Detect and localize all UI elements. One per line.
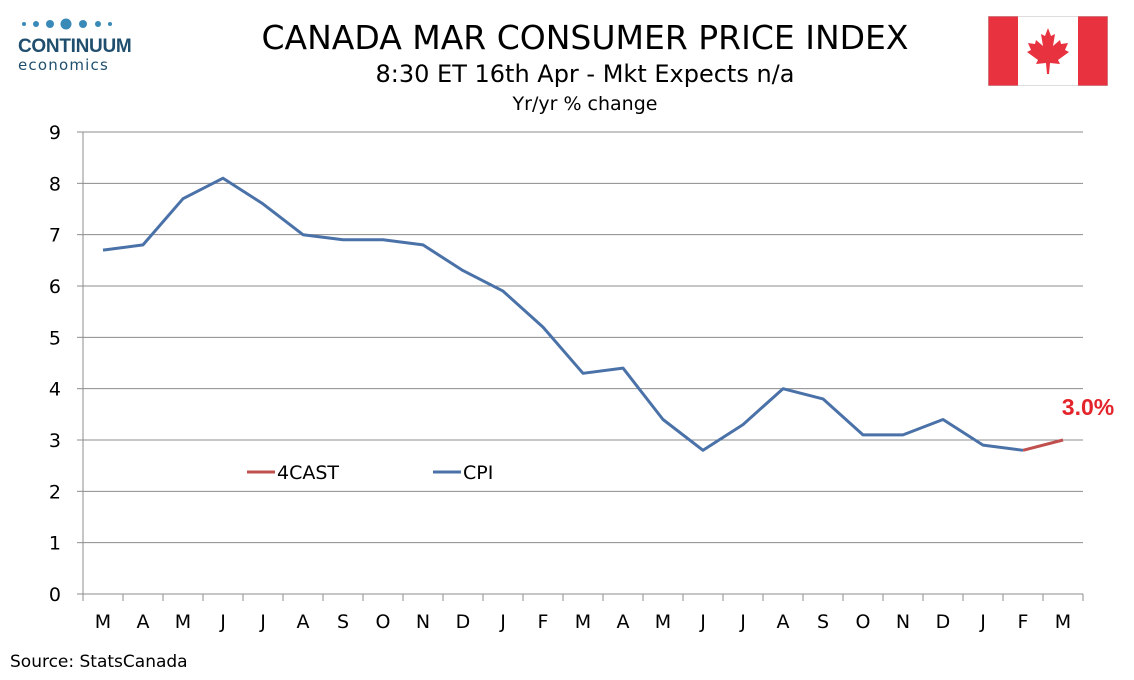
x-tick-label: S [337, 611, 349, 633]
x-tick-label: A [777, 611, 790, 633]
continuum-logo: CONTINUUM economics [8, 14, 138, 74]
series-line-cpi [102, 176, 1024, 452]
page-subtitle: 8:30 ET 16th Apr - Mkt Expects n/a [375, 60, 795, 88]
y-tick-label: 9 [49, 122, 61, 144]
x-tick-label: J [699, 611, 706, 633]
x-tick-label: M [575, 611, 591, 633]
legend-label-cpi: CPI [463, 462, 493, 484]
logo-dots-icon [22, 18, 112, 30]
x-tick-label: M [655, 611, 671, 633]
y-tick-label: 1 [49, 533, 61, 555]
x-tick-label: S [817, 611, 829, 633]
x-tick-label: M [175, 611, 191, 633]
y-tick-label: 2 [49, 481, 61, 503]
unit-label: Yr/yr % change [512, 93, 658, 115]
x-tick-label: A [137, 611, 150, 633]
legend-label-4cast: 4CAST [277, 462, 339, 484]
x-tick-label: J [979, 611, 986, 633]
x-tick-label: M [1055, 611, 1071, 633]
x-tick-label: J [499, 611, 506, 633]
x-tick-label: F [538, 611, 549, 633]
x-tick-label: N [416, 611, 430, 633]
logo-word: CONTINUUM [18, 36, 132, 57]
x-tick-label: O [856, 611, 871, 633]
x-tick-label: D [456, 611, 471, 633]
x-tick-label: O [376, 611, 391, 633]
x-tick-label: A [617, 611, 630, 633]
x-tick-label: M [95, 611, 111, 633]
y-tick-label: 8 [49, 173, 61, 195]
x-tick-label: J [739, 611, 746, 633]
x-tick-label: N [896, 611, 910, 633]
source-note: Source: StatsCanada [10, 652, 188, 672]
page-title: CANADA MAR CONSUMER PRICE INDEX [261, 18, 909, 57]
x-tick-label: J [259, 611, 266, 633]
y-tick-label: 5 [49, 327, 61, 349]
y-tick-label: 0 [49, 584, 61, 606]
y-tick-label: 7 [49, 225, 61, 247]
y-tick-label: 6 [49, 276, 61, 298]
canada-flag-icon [988, 16, 1108, 86]
logo-sub: economics [18, 56, 109, 74]
y-tick-label: 4 [49, 379, 61, 401]
x-tick-label: J [219, 611, 226, 633]
forecast-annotation: 3.0% [1062, 394, 1114, 420]
x-tick-label: F [1018, 611, 1029, 633]
x-tick-label: D [936, 611, 951, 633]
y-tick-label: 3 [49, 430, 61, 452]
x-tick-label: A [297, 611, 310, 633]
series-line-4cast [1022, 438, 1064, 452]
